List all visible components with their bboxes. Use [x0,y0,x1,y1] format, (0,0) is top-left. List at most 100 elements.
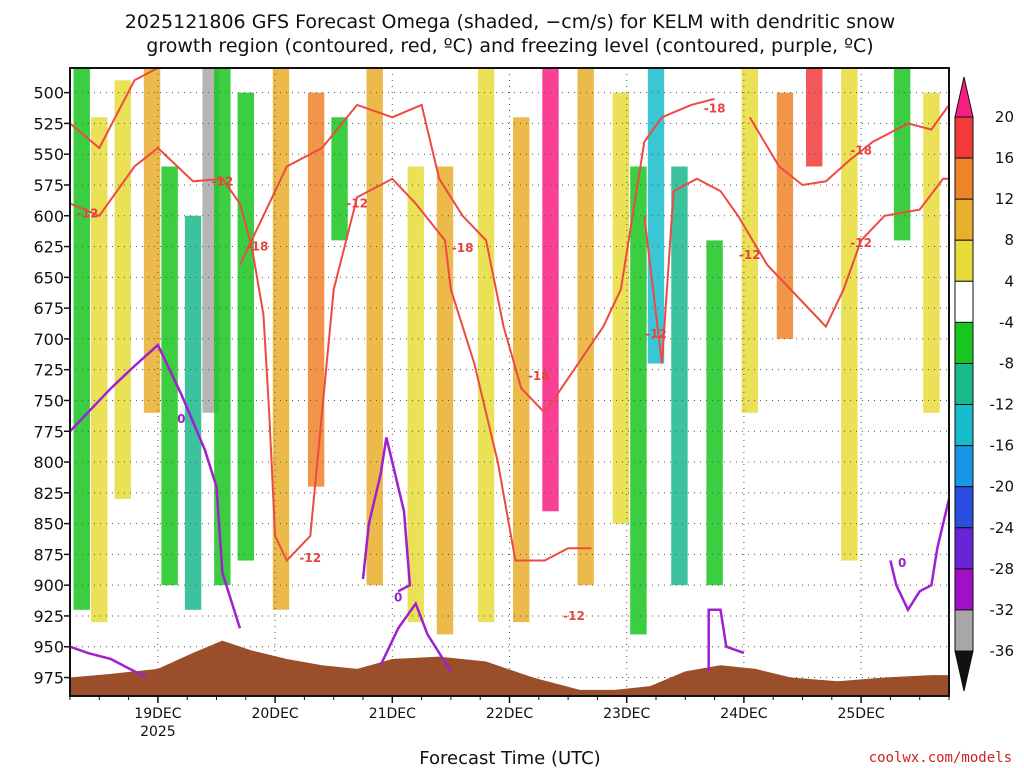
omega-band-1 [91,117,108,623]
colorbar-tick-label-3: 8 [1004,231,1014,249]
red-contour-label-0: -12 [77,206,99,220]
colorbar-tick-label-5: -4 [999,313,1014,331]
freezing-contour-2 [361,437,412,593]
dgz-contour-3 [543,97,715,414]
dgz-contour-0 [70,146,592,563]
purple-contour-label-1: 0 [394,590,402,604]
colorbar-swatch-3 [954,239,974,282]
colorbar-bottom-arrow [954,650,974,692]
colorbar-tick-label-7: -12 [990,396,1015,414]
omega-band-7 [214,68,231,586]
colorbar-tick-label-2: 12 [995,190,1014,208]
omega-band-20 [630,166,647,635]
freezing-contour-5 [889,498,949,613]
colorbar-tick-label-10: -24 [990,519,1015,537]
terrain [70,640,949,696]
y-tick-label-0: 500 [33,84,64,103]
y-tick-label-15: 875 [33,545,64,564]
y-tick-label-2: 550 [33,145,64,164]
colorbar-swatch-6 [954,362,974,406]
omega-band-0 [73,68,90,610]
colorbar-swatch-9 [954,486,974,529]
colorbar-tick-label-8: -16 [990,437,1015,455]
omega-band-13 [407,166,424,623]
y-tick-label-3: 575 [33,176,64,195]
colorbar-swatch-4 [954,280,974,323]
y-axis: 500 525 550 575 600 625 650 675 700 725 750 775 800 8… [33,84,70,688]
omega-band-23 [706,240,723,586]
x-tick-label-5: 24DEC [720,706,767,722]
freezing-contour-0 [70,343,242,629]
colorbar-swatch-7 [954,404,974,447]
x-tick-label-4: 23DEC [603,706,650,722]
gridlines [70,68,949,696]
omega-band-15 [477,68,495,623]
y-tick-label-16: 900 [33,576,64,595]
omega-band-21 [647,68,665,364]
colorbar-tick-label-9: -20 [990,478,1015,496]
omega-band-11 [331,117,348,241]
colorbar-tick-label-1: 16 [995,149,1014,167]
omega-band-16 [513,117,530,623]
contours [70,68,949,679]
omega-band-8 [237,92,255,561]
dgz-contour-2 [238,103,546,414]
colorbar-swatch-5 [954,321,974,364]
colorbar-tick-label-11: -28 [990,560,1015,578]
red-contour-label-3: -12 [346,196,368,210]
colorbar-swatch-11 [954,568,974,611]
y-tick-label-8: 700 [33,330,64,349]
colorbar-tick-label-12: -32 [990,601,1015,619]
purple-contour-label-0: 0 [177,412,185,426]
red-contour-label-8: -12 [645,327,667,341]
omega-band-27 [841,68,858,561]
contour-labels: -12 -12 -18 -12 -12 -18 -18 -12 -12 -18 -12 -18 -12 0… [77,102,907,623]
colorbar-tick-label-4: 4 [1004,272,1014,290]
omega-band-18 [577,68,594,586]
y-tick-label-14: 850 [33,515,64,534]
terrain-fill [70,640,949,696]
x-tick-sublabel-0: 2025 [140,724,176,740]
omega-band-4 [161,166,178,586]
chart-title-line-2: growth region (contoured, red, ºC) and f… [146,35,873,57]
red-contour-label-6: -18 [528,369,550,383]
x-tick-label-0: 19DEC [134,706,181,722]
y-tick-label-18: 950 [33,638,64,657]
colorbar-swatch-8 [954,445,974,488]
omega-band-14 [436,166,454,635]
red-contour-label-1: -12 [212,174,234,188]
omega-band-10 [307,92,325,487]
x-tick-label-6: 25DEC [837,706,884,722]
dgz-contour-5 [748,104,949,187]
colorbar-swatch-10 [954,527,974,570]
chart-title-line-1: 2025121806 GFS Forecast Omega (shaded, −… [125,11,895,33]
y-tick-label-1: 525 [33,114,64,133]
x-tick-label-2: 21DEC [369,706,416,722]
omega-band-12 [366,68,383,586]
colorbar-tick-label-6: -8 [999,354,1014,372]
dgz-contour-4 [643,177,949,364]
credit-text: coolwx.com/models [869,750,1012,766]
omega-band-26 [806,68,823,167]
red-contour-label-10: -12 [739,248,761,262]
y-tick-label-12: 800 [33,453,64,472]
dgz-contour-1 [70,68,159,150]
y-tick-label-19: 975 [33,669,64,688]
omega-band-19 [612,92,630,524]
x-axis-label: Forecast Time (UTC) [419,748,600,768]
x-axis: 19DEC 2025 20DEC 21DEC 22DEC 23DEC 24DEC 25DEC [69,696,950,740]
omega-band-17 [542,68,559,512]
x-tick-label-1: 20DEC [251,706,298,722]
x-tick-label-3: 22DEC [486,706,533,722]
y-tick-label-5: 625 [33,238,64,257]
red-contour-label-7: -12 [563,609,585,623]
y-tick-label-11: 775 [33,422,64,441]
omega-band-29 [923,92,940,413]
colorbar-swatch-1 [954,157,974,200]
colorbar-swatch-0 [954,116,974,159]
red-contour-label-12: -12 [850,236,872,250]
y-tick-label-6: 650 [33,268,64,287]
y-tick-label-9: 725 [33,361,64,380]
purple-contour-label-2: 0 [898,556,906,570]
